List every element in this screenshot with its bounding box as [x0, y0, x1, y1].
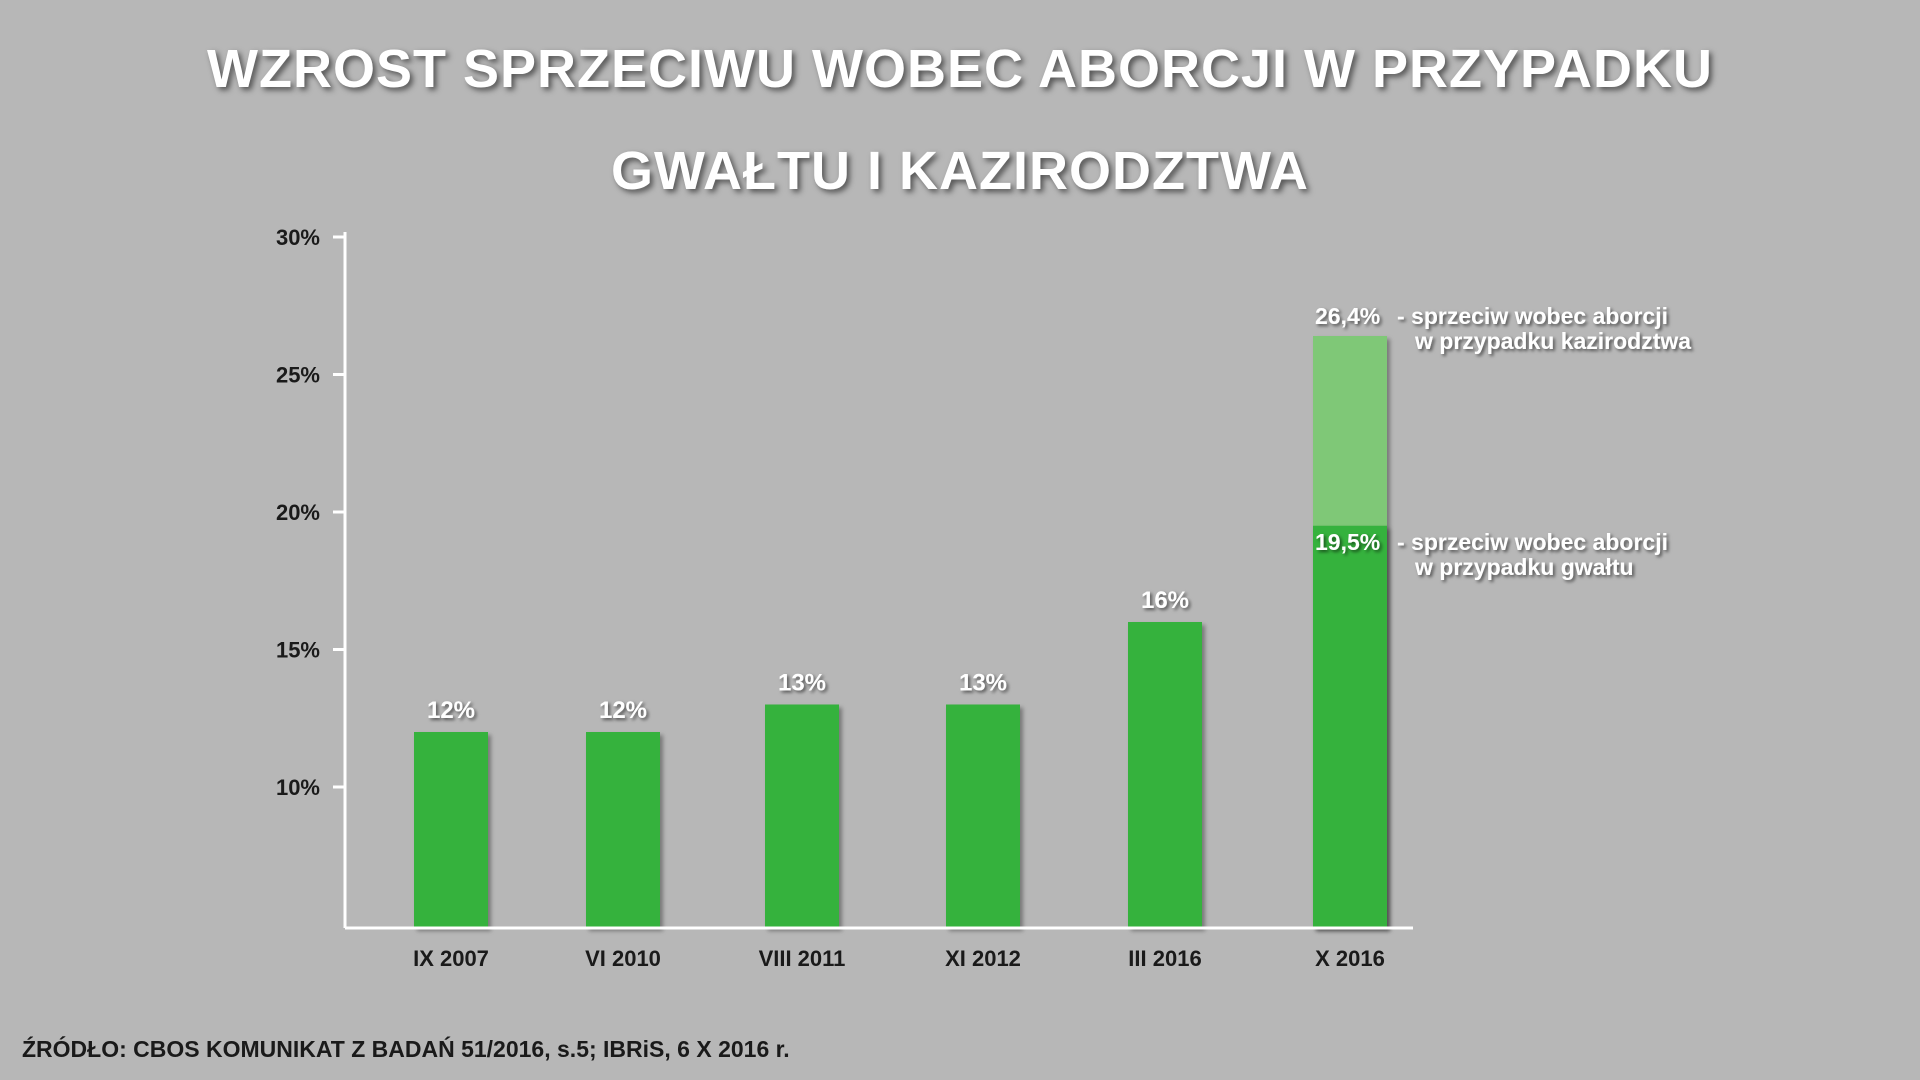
bar-value-label: 12% — [427, 697, 475, 724]
bar-value-label: 16% — [1141, 587, 1189, 614]
x-tick-label: VIII 2011 — [759, 946, 846, 971]
bar-value-label: 12% — [599, 697, 647, 724]
bar — [1313, 525, 1387, 928]
y-tick-label: 15% — [276, 638, 320, 663]
annotation-line: w przypadku gwałtu — [1414, 554, 1634, 580]
bar — [765, 704, 839, 928]
bar — [1128, 622, 1202, 928]
y-ticks: 10% 15% 20% 25% 30% — [276, 225, 345, 800]
x-tick-label: XI 2012 — [945, 946, 1021, 971]
chart-title-line-1: WZROST SPRZECIWU WOBEC ABORCJI W PRZYPAD… — [207, 39, 1713, 99]
y-tick-label: 25% — [276, 363, 320, 388]
annotation-line: - sprzeciw wobec aborcji — [1397, 303, 1668, 329]
x-tick-label: III 2016 — [1128, 946, 1201, 971]
bar — [586, 732, 660, 928]
annotation-line: w przypadku kazirodztwa — [1414, 328, 1691, 354]
bar-value-label: 13% — [959, 670, 1007, 697]
bar — [414, 732, 488, 928]
bars-layer — [414, 336, 1387, 928]
bar-value-label: 13% — [778, 670, 826, 697]
bar — [946, 704, 1020, 928]
annotation-value: 26,4% — [1315, 303, 1380, 329]
chart-title-line-2: GWAŁTU I KAZIRODZTWA — [611, 141, 1309, 201]
data-labels: 12% 12% 13% 13% 16% — [427, 587, 1189, 724]
annotation-value: 19,5% — [1315, 529, 1380, 555]
x-tick-label: VI 2010 — [585, 946, 661, 971]
annotation-line: - sprzeciw wobec aborcji — [1397, 529, 1668, 555]
y-tick-label: 10% — [276, 775, 320, 800]
y-tick-label: 30% — [276, 225, 320, 250]
x-tick-label: IX 2007 — [413, 946, 489, 971]
x-tick-label: X 2016 — [1315, 946, 1385, 971]
x-ticks: IX 2007 VI 2010 VIII 2011 XI 2012 III 2016 X … — [413, 946, 1385, 971]
y-tick-label: 20% — [276, 500, 320, 525]
source-note: ŹRÓDŁO: CBOS KOMUNIKAT Z BADAŃ 51/2016, … — [22, 1036, 790, 1062]
